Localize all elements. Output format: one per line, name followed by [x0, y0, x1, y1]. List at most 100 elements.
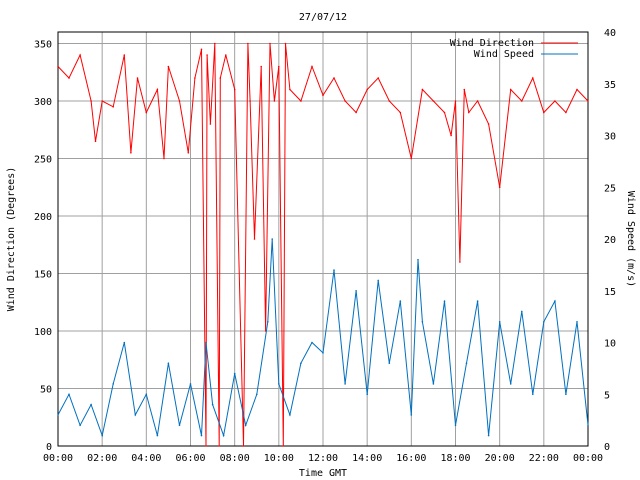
data-point-wind-direction [167, 65, 170, 68]
data-point-wind-direction [454, 100, 457, 102]
data-point-wind-direction [57, 65, 59, 68]
x-tick-label: 12:00 [308, 453, 338, 464]
data-point-wind-direction [366, 88, 369, 91]
data-point-wind-direction [450, 134, 452, 137]
x-tick-label: 02:00 [87, 453, 117, 464]
series-line-wind-speed [57, 238, 589, 438]
data-point-wind-direction [233, 88, 236, 91]
series-points-wind-direction [57, 42, 589, 447]
data-point-wind-speed [344, 383, 346, 385]
data-point-wind-speed [57, 414, 59, 416]
data-point-wind-direction [194, 77, 196, 79]
data-point-wind-direction [443, 111, 446, 114]
data-point-wind-direction [543, 111, 545, 114]
data-point-wind-speed [233, 372, 236, 375]
data-point-wind-speed [377, 279, 380, 282]
data-point-wind-speed [156, 434, 159, 437]
data-point-wind-speed [134, 414, 137, 416]
data-point-wind-direction [576, 88, 578, 91]
data-point-wind-direction [468, 111, 470, 114]
data-point-wind-speed [487, 434, 490, 437]
x-tick-label: 06:00 [175, 453, 205, 464]
data-point-wind-speed [498, 321, 501, 323]
data-point-wind-direction [322, 94, 324, 97]
data-point-wind-speed [178, 424, 181, 427]
data-point-wind-direction [68, 77, 70, 79]
x-axis-label: Time GMT [299, 468, 347, 479]
y-left-axis-ticks: 0 50 100 150 200 250 300 350 [34, 40, 52, 454]
y-left-tick-label: 200 [34, 212, 52, 223]
data-point-wind-direction [273, 100, 276, 102]
data-point-wind-speed [443, 300, 446, 302]
x-tick-label: 04:00 [131, 453, 161, 464]
data-point-wind-direction [388, 100, 391, 102]
y-right-tick-label: 30 [604, 132, 616, 143]
data-point-wind-direction [521, 100, 523, 102]
data-point-wind-speed [454, 424, 457, 427]
data-point-wind-direction [587, 100, 589, 102]
data-point-wind-direction [145, 111, 148, 114]
data-point-wind-speed [465, 362, 468, 365]
data-point-wind-speed [167, 362, 170, 365]
data-point-wind-direction [178, 100, 181, 102]
data-point-wind-direction [487, 123, 490, 125]
data-point-wind-direction [136, 77, 139, 79]
data-point-wind-direction [459, 261, 461, 263]
data-point-wind-speed [255, 393, 258, 396]
data-point-wind-direction [90, 100, 92, 102]
data-point-wind-speed [123, 341, 126, 344]
y-left-tick-label: 0 [46, 442, 52, 453]
data-point-wind-speed [289, 414, 291, 416]
data-point-wind-direction [311, 65, 313, 68]
data-point-wind-direction [269, 42, 271, 45]
data-point-wind-speed [205, 341, 207, 344]
data-point-wind-direction [498, 186, 501, 189]
data-point-wind-direction [300, 100, 302, 102]
series-group [57, 42, 589, 447]
x-tick-label: 10:00 [264, 453, 294, 464]
data-point-wind-direction [509, 88, 512, 91]
data-point-wind-speed [576, 321, 578, 323]
y-right-tick-label: 35 [604, 80, 616, 91]
data-point-wind-direction [247, 42, 249, 45]
data-point-wind-speed [565, 393, 567, 396]
data-point-wind-speed [476, 300, 479, 302]
x-tick-label: 00:00 [43, 453, 73, 464]
y-right-axis-label: Wind Speed (m/s) [625, 191, 636, 287]
y-left-tick-label: 300 [34, 97, 52, 108]
chart-title: 27/07/12 [299, 12, 347, 23]
legend-label-wind-speed: Wind Speed [474, 49, 534, 60]
data-point-wind-direction [249, 100, 251, 102]
data-point-wind-speed [388, 362, 391, 365]
data-point-wind-speed [311, 341, 313, 344]
series-points-wind-speed [57, 238, 589, 437]
data-point-wind-speed [145, 393, 148, 396]
data-point-wind-speed [300, 362, 302, 365]
data-point-wind-direction [214, 42, 216, 45]
data-point-wind-direction [463, 88, 466, 91]
y-right-tick-label: 5 [604, 390, 610, 401]
data-point-wind-direction [163, 157, 165, 160]
data-point-wind-speed [244, 424, 247, 427]
data-point-wind-speed [267, 321, 269, 323]
x-tick-label: 08:00 [220, 453, 250, 464]
data-point-wind-direction [333, 77, 335, 79]
data-point-wind-speed [554, 300, 556, 302]
x-tick-label: 16:00 [396, 453, 426, 464]
data-point-wind-direction [278, 65, 280, 68]
data-point-wind-speed [432, 383, 435, 385]
data-point-wind-direction [432, 100, 435, 102]
x-tick-label: 14:00 [352, 453, 382, 464]
data-point-wind-speed [222, 434, 225, 437]
data-point-wind-speed [211, 403, 214, 406]
data-point-wind-speed [200, 434, 203, 437]
x-tick-label: 20:00 [485, 453, 515, 464]
data-point-wind-speed [417, 258, 419, 261]
y-left-tick-label: 100 [34, 327, 52, 338]
data-point-wind-speed [333, 269, 335, 271]
data-point-wind-direction [242, 445, 245, 447]
data-point-wind-direction [260, 65, 263, 68]
data-point-wind-direction [206, 54, 208, 56]
data-point-wind-direction [156, 88, 159, 91]
